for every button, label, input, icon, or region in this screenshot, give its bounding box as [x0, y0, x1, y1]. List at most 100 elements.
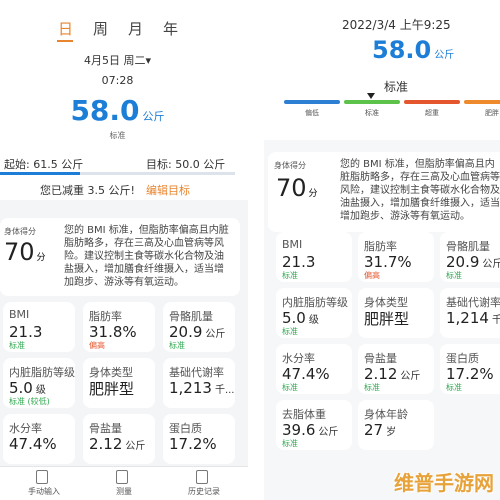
score-value: 70 — [4, 238, 35, 266]
left-screen: 日周月年 4月5日 周二▾ 07:28 58.0 公斤 标准 起始: 61.5 公斤 目标: … — [0, 0, 248, 500]
metric-card[interactable]: 骨骼肌量 20.9 公斤 标准 — [440, 232, 500, 282]
metric-value: 31.7% — [364, 253, 412, 271]
metric-unit: 公斤 — [400, 371, 421, 382]
date[interactable]: 4月5日 周二▾ — [83, 54, 151, 67]
metric-card[interactable]: 身体类型 肥胖型 — [358, 288, 434, 338]
score-value: 70 — [276, 174, 307, 202]
metric-label: 蛋白质 — [446, 352, 479, 365]
scale-label: 偏低 — [305, 109, 319, 117]
right-screen: 2022/3/4 上午9:25 58.0 公斤 标准 偏低 标准 超重 肥胖 身体得分 70 分您的… — [264, 0, 500, 500]
metric-value-row: 5.0 级 — [282, 308, 319, 327]
metric-value-row: 1,214 千 — [446, 308, 500, 327]
metric-value-row: 31.7% — [364, 252, 412, 271]
metric-unit: 岁 — [386, 427, 397, 438]
score-card: 身体得分 70 分您的 BMI 标准，但脂肪率偏高且内脏脂肪略多，存在三高及心血管病… — [268, 152, 500, 232]
metric-label: 骨骼肌量 — [169, 310, 213, 323]
metric-label: 骨盐量 — [364, 352, 397, 365]
metric-label: 基础代谢率 — [446, 296, 500, 309]
goal-weight: 目标: 50.0 公斤 — [146, 158, 226, 171]
metric-card[interactable]: 基础代谢率 1,214 千 — [440, 288, 500, 338]
metric-card[interactable]: 内脏脂肪等级 5.0 级标准 (较低) — [3, 358, 75, 408]
metric-value: 47.4% — [9, 435, 57, 453]
metric-value: 1,213 — [169, 379, 212, 397]
period-tab[interactable]: 周 — [93, 20, 109, 38]
period-tab[interactable]: 日 — [58, 20, 74, 38]
weight-lost: 您已减重 3.5 公斤! — [40, 184, 135, 197]
metric-status: 标准 — [282, 271, 298, 280]
header-bg — [0, 0, 248, 200]
metric-card[interactable]: 水分率 47.4% 标准 — [276, 344, 352, 394]
metric-card[interactable]: 去脂体重 39.6 公斤 标准 — [276, 400, 352, 450]
metric-card[interactable]: 基础代谢率 1,213 千... — [163, 358, 235, 408]
metric-unit: 级 — [308, 315, 319, 326]
metric-label: 身体年龄 — [364, 408, 408, 421]
score-label: 身体得分 — [4, 227, 36, 236]
nav-button[interactable]: 测量 — [116, 487, 132, 496]
metric-value-row: 肥胖型 — [89, 378, 134, 399]
weight-row: 58.0 公斤 — [372, 36, 454, 64]
metric-label: BMI — [282, 238, 303, 251]
metric-card[interactable]: BMI 21.3 标准 — [276, 232, 352, 282]
scale-segment — [404, 100, 460, 104]
metric-label: 水分率 — [9, 422, 42, 435]
metric-unit: 公斤 — [125, 441, 146, 452]
metric-card[interactable]: 身体年龄 27 岁 — [358, 400, 434, 450]
score-unit: 分 — [308, 189, 318, 199]
period-tab[interactable]: 月 — [128, 20, 144, 38]
metric-label: 身体类型 — [364, 296, 408, 309]
scale-label: 超重 — [425, 109, 439, 117]
metric-card[interactable]: 蛋白质 17.2% 标准 — [440, 344, 500, 394]
metric-card[interactable]: 水分率 47.4% — [3, 414, 75, 464]
metric-status: 标准 — [282, 383, 298, 392]
scale-segment — [344, 100, 400, 104]
metric-label: 身体类型 — [89, 366, 133, 379]
datetime: 2022/3/4 上午9:25 — [342, 18, 451, 32]
header-bg — [264, 0, 500, 140]
weight-row: 58.0 公斤 — [0, 94, 235, 127]
metric-card[interactable]: 内脏脂肪等级 5.0 级标准 — [276, 288, 352, 338]
scale-segment — [464, 100, 500, 104]
metric-value-row: 5.0 级 — [9, 378, 46, 397]
nav-button[interactable]: 历史记录 — [188, 487, 220, 496]
metric-unit: 公斤 — [318, 427, 339, 438]
metric-unit: 公斤 — [482, 259, 500, 270]
score-row: 70 分 — [276, 174, 318, 202]
metric-status: 标准 — [169, 341, 185, 350]
score-description: 您的 BMI 标准，但脂肪率偏高且内脏脂肪略多，存在三高及心血管病等风险。建议控… — [64, 225, 229, 288]
metric-card[interactable]: BMI 21.3 标准 — [3, 302, 75, 352]
metric-value-row: 27 岁 — [364, 420, 396, 439]
metric-card[interactable]: 脂肪率 31.7% 偏高 — [358, 232, 434, 282]
metric-label: 脂肪率 — [364, 240, 397, 253]
metric-card[interactable]: 骨骼肌量 20.9 公斤标准 — [163, 302, 235, 352]
score-label: 身体得分 — [274, 161, 306, 170]
metric-card[interactable]: 脂肪率 31.8% 偏高 — [83, 302, 155, 352]
nav-button[interactable]: 手动输入 — [28, 487, 60, 496]
metric-card[interactable]: 骨盐量 2.12 公斤 标准 — [358, 344, 434, 394]
metric-label: BMI — [9, 308, 30, 321]
scale-label: 肥胖 — [485, 109, 499, 117]
edit-goal[interactable]: 编辑目标 — [146, 184, 190, 197]
metric-value: 20.9 — [169, 323, 203, 341]
metric-value: 21.3 — [9, 323, 43, 341]
metric-value: 27 — [364, 421, 384, 439]
weight-value: 58.0 — [372, 36, 432, 64]
nav-icon — [116, 470, 128, 484]
nav-icon — [196, 470, 208, 484]
period-tab[interactable]: 年 — [163, 20, 179, 38]
metric-label: 去脂体重 — [282, 408, 326, 421]
scale-label: 标准 — [365, 109, 379, 117]
metric-value-row: 肥胖型 — [364, 308, 409, 329]
metric-value: 47.4% — [282, 365, 330, 383]
weight-unit: 公斤 — [434, 50, 455, 61]
metric-card[interactable]: 骨盐量 2.12 公斤 — [83, 414, 155, 464]
metric-value-row: 47.4% — [9, 434, 57, 453]
metric-card[interactable]: 蛋白质 17.2% — [163, 414, 235, 464]
metric-status: 偏高 — [364, 271, 380, 280]
metric-value: 17.2% — [169, 435, 217, 453]
metric-card[interactable]: 身体类型 肥胖型 — [83, 358, 155, 408]
metric-status: 标准 — [364, 383, 380, 392]
scale-segment — [284, 100, 340, 104]
metric-status: 标准 — [446, 271, 462, 280]
metric-unit: 公斤 — [205, 329, 226, 340]
